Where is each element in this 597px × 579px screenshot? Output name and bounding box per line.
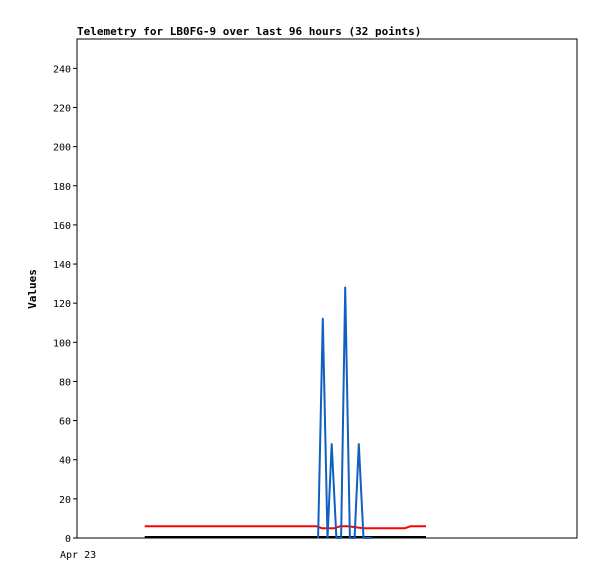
chart-title: Telemetry for LB0FG-9 over last 96 hours… — [77, 25, 421, 38]
y-tick-label: 100 — [53, 338, 71, 349]
y-tick-label: 0 — [65, 534, 71, 545]
series-line-0 — [144, 525, 426, 530]
x-tick-label: Apr 23 — [60, 550, 96, 561]
x-axis: Apr 23 — [60, 550, 96, 561]
y-tick-label: 160 — [53, 221, 71, 232]
plot-frame — [76, 38, 578, 539]
series-layer — [144, 286, 426, 539]
y-tick-label: 60 — [59, 417, 71, 428]
y-tick-label: 20 — [59, 495, 71, 506]
y-tick-label: 220 — [53, 103, 71, 114]
y-tick-label: 180 — [53, 182, 71, 193]
y-axis-label: Values — [26, 269, 39, 309]
y-tick-label: 240 — [53, 64, 71, 75]
series-line-2 — [317, 286, 373, 539]
y-axis: 0 20 40 60 80 100 120 140 160 180 200 220 240 — [53, 64, 77, 545]
y-tick-label: 120 — [53, 299, 71, 310]
y-tick-label: 40 — [59, 456, 71, 467]
y-tick-label: 200 — [53, 143, 71, 154]
y-tick-label: 140 — [53, 260, 71, 271]
y-tick-label: 80 — [59, 377, 71, 388]
